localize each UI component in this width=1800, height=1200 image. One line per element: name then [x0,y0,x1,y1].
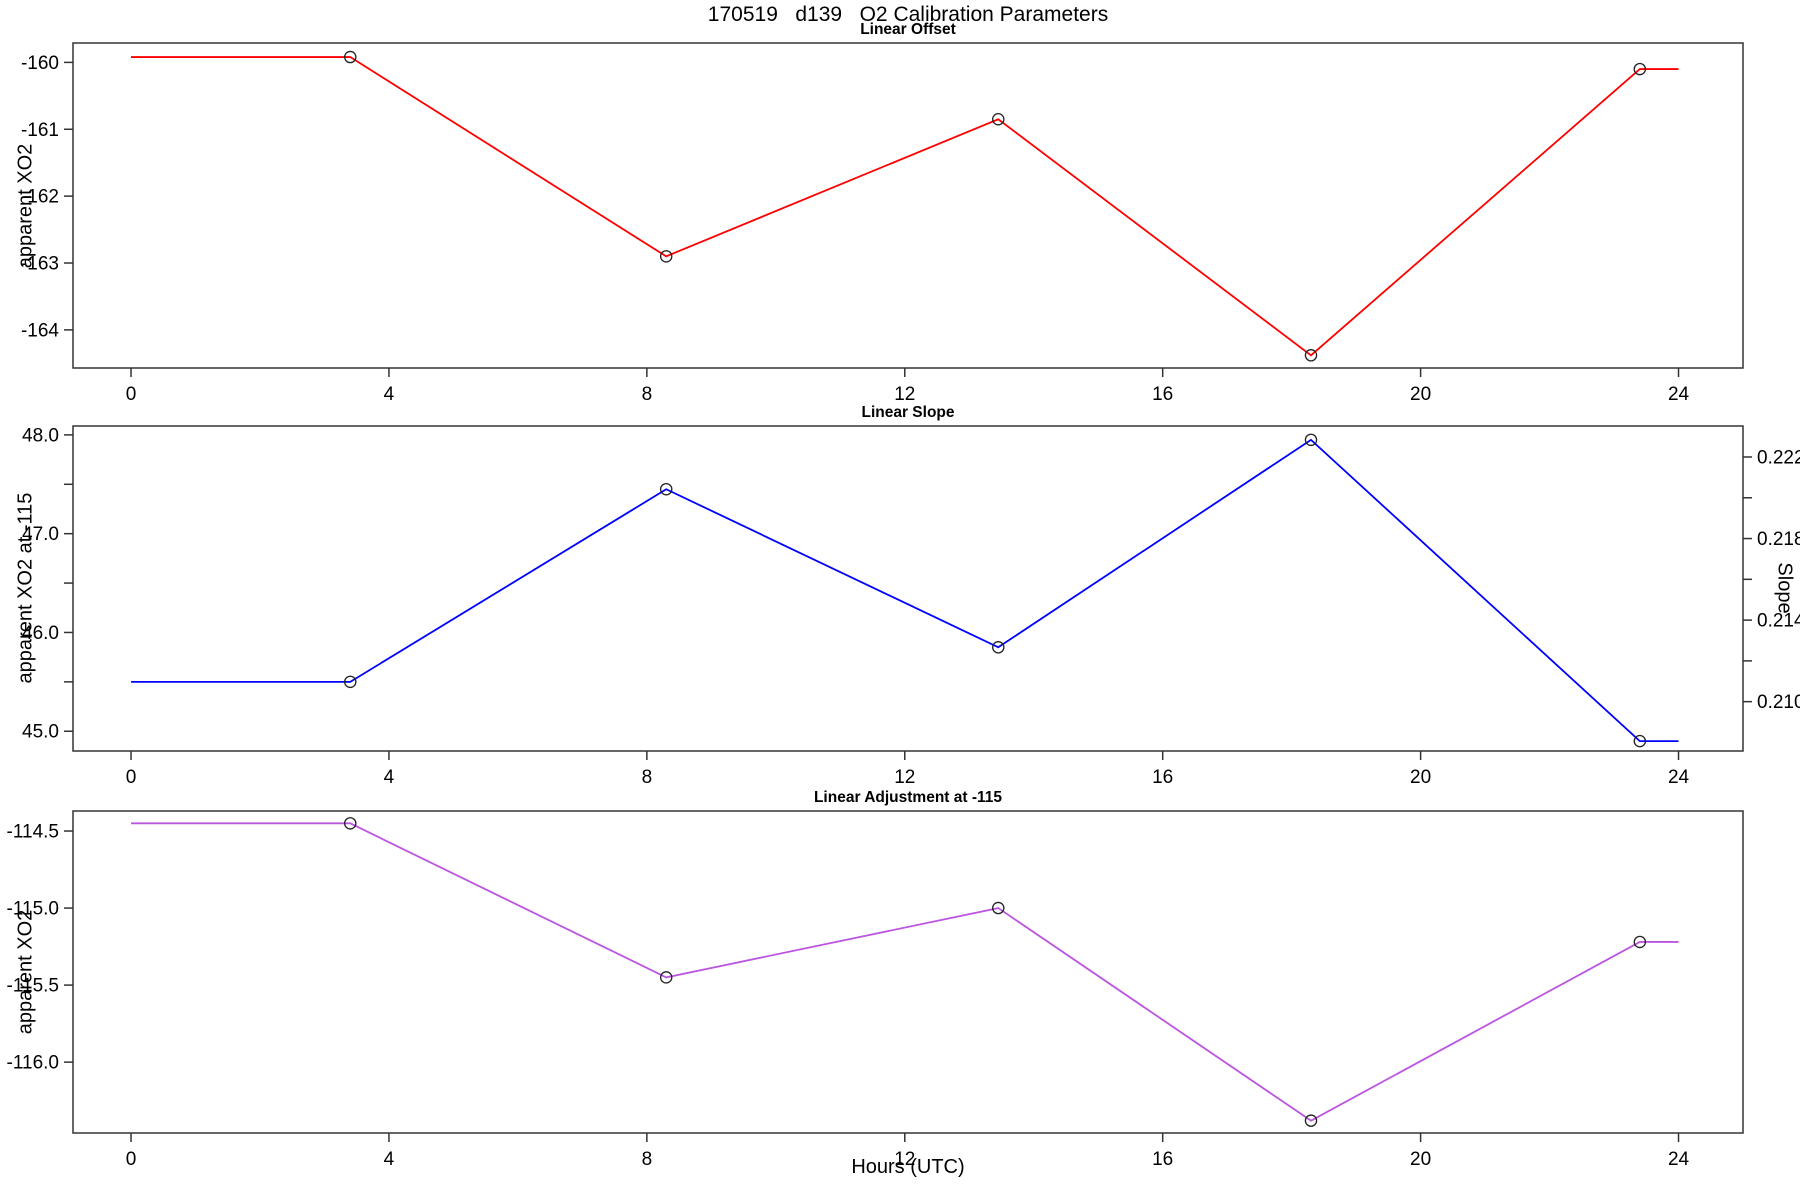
x-tick-label: 4 [384,384,395,405]
y-tick-label: -160 [21,53,59,74]
x-tick-label: 4 [384,1149,395,1170]
panel-3: 0 4 8 12 16 20 24 -114.5 -115.0 -115.5 -116.0 [7,810,1744,1170]
data-points [344,817,1647,1127]
y-axis-left: -160 -161 -162 -163 -164 [21,53,73,341]
data-point-marker [344,675,357,689]
y-tick-label: 0.218 [1757,529,1800,550]
x-tick-label: 16 [1152,1149,1173,1170]
x-tick-label: 8 [642,767,653,788]
y-axis-label-right-panel2: Slope [1773,562,1796,614]
y-tick-label: -164 [21,320,59,341]
x-axis: 0 4 8 12 16 20 24 [126,1133,1690,1170]
y-axis-left: -114.5 -115.0 -115.5 -116.0 [7,822,73,1074]
x-tick-label: 24 [1668,767,1690,788]
panel-title-linear-offset: Linear Offset [860,21,956,38]
y-tick-label: 48.0 [22,425,59,446]
data-point-marker [1304,433,1318,447]
y-tick-label: 0.214 [1757,611,1800,632]
plot-box [72,810,1744,1134]
x-tick-label: 24 [1668,384,1690,405]
x-tick-label: 4 [384,767,395,788]
data-point-marker [992,641,1005,654]
data-point-marker [659,482,673,496]
y-axis-label-panel1: apparent XO2 [14,143,37,269]
x-tick-label: 20 [1410,1149,1431,1170]
data-point-marker [344,817,357,830]
x-tick-label: 20 [1410,384,1431,405]
x-tick-label: 8 [642,1149,653,1170]
y-axis-label-panel3: apparent XO2 [14,909,37,1035]
x-tick-label: 12 [894,384,915,405]
data-point-marker [1633,62,1647,76]
x-tick-label: 0 [126,767,137,788]
panel-title-linear-slope: Linear Slope [861,404,955,421]
data-line [131,438,1679,743]
x-tick-label: 12 [894,767,915,788]
data-point-marker [659,971,673,984]
x-axis: 0 4 8 12 16 20 24 [126,368,1690,405]
x-axis: 0 4 8 12 16 20 24 [126,751,1690,788]
data-line [131,822,1679,1122]
plot-box [72,42,1744,369]
x-tick-label: 20 [1410,767,1431,788]
data-line [131,56,1679,357]
x-axis-label: Hours (UTC) [851,1156,965,1178]
y-axis-left: 45.0 46.0 47.0 48.0 [22,425,73,743]
plot-box [72,425,1744,752]
data-point-marker [1304,349,1318,362]
x-tick-label: 0 [126,384,137,405]
data-point-marker [1633,935,1647,949]
x-tick-label: 16 [1152,767,1173,788]
y-tick-label: 0.210 [1757,692,1800,713]
data-points [344,50,1647,362]
data-point-marker [659,250,673,263]
data-point-marker [1304,1114,1318,1127]
panel-1: 0 4 8 12 16 20 24 -160 -161 -162 -163 -164 [21,42,1744,405]
panel-title-linear-adjustment: Linear Adjustment at -115 [813,789,1003,806]
y-tick-label: -162 [21,187,59,208]
y-tick-label: 45.0 [22,722,59,743]
y-tick-label: 47.0 [22,524,59,545]
y-tick-label: 46.0 [22,623,59,644]
data-points [344,433,1647,748]
y-tick-label: -116.0 [7,1053,59,1074]
x-tick-label: 0 [126,1149,137,1170]
data-point-marker [344,50,357,64]
x-tick-label: 12 [894,1149,915,1170]
y-tick-label: -163 [21,254,59,275]
y-tick-label: -161 [21,120,59,141]
y-axis-label-panel2: apparent XO2 at -115 [14,492,37,684]
data-point-marker [992,901,1005,915]
x-tick-label: 24 [1668,1149,1690,1170]
data-point-marker [1633,734,1647,748]
x-tick-label: 16 [1152,384,1173,405]
y-tick-label: 0.222 [1757,447,1800,468]
data-point-marker [992,112,1005,126]
panel-2: 0 4 8 12 16 20 2445.046.047.048.00.2100.2140.2… [22,425,1800,788]
x-tick-label: 8 [642,384,653,405]
y-tick-label: -115.0 [7,899,59,920]
y-tick-label: -115.5 [7,976,59,997]
y-axis-right: 0.210 0.214 0.218 0.222 [1743,447,1800,713]
main-title: 170519 d139 O2 Calibration Parameters [707,3,1109,26]
y-tick-label: -114.5 [7,822,59,843]
